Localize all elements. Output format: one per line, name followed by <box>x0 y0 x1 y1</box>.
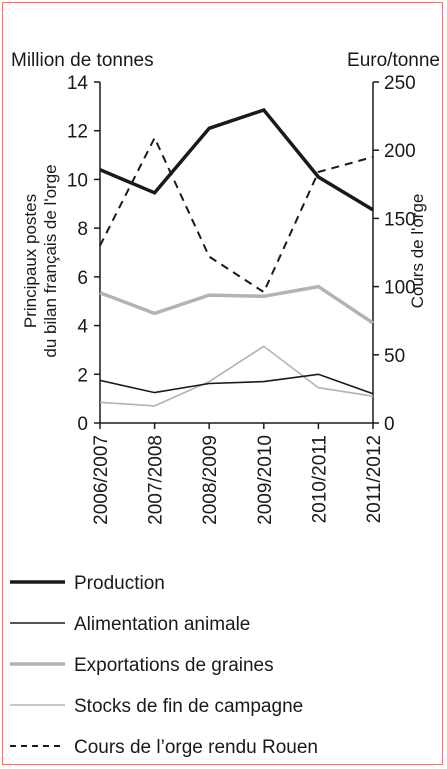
left-axis-title-line-1: Principaux postes <box>21 194 40 328</box>
x-tick-label: 2009/2010 <box>255 435 276 525</box>
plot-area <box>99 107 374 407</box>
right-tick-label: 100 <box>384 278 416 299</box>
left-axis-unit: Million de tonnes <box>11 50 154 71</box>
right-axis-unit: Euro/tonne <box>347 50 440 71</box>
series-line-stocks-de-fin-de-campagne <box>99 345 374 407</box>
legend-label-exportations-de-graines: Exportations de graines <box>74 655 274 676</box>
legend-label-cours-de-l-orge-rendu-rouen: Cours de l’orge rendu Rouen <box>74 737 318 758</box>
legend-label-stocks-de-fin-de-campagne: Stocks de fin de campagne <box>74 696 303 717</box>
left-tick-label: 0 <box>77 414 88 435</box>
left-tick-label: 14 <box>67 73 89 94</box>
legend: Production Alimentation animale Exportatio… <box>10 573 318 758</box>
left-tick-label: 6 <box>77 268 88 289</box>
left-tick-label: 4 <box>77 317 88 338</box>
series-line-exportations-de-graines <box>99 284 374 325</box>
series-line-alimentation-animale <box>99 373 374 395</box>
right-tick-label: 200 <box>384 141 416 162</box>
x-tick-label: 2010/2011 <box>309 435 330 523</box>
right-axis-title: Cours de l'orge <box>408 194 427 309</box>
axes: 0 2 4 6 8 10 12 14 0 50 100 150 200 250 2006/2007 2007/… <box>67 73 416 525</box>
left-tick-label: 12 <box>67 122 88 143</box>
left-tick-label: 10 <box>67 170 88 191</box>
right-tick-label: 50 <box>384 346 405 367</box>
right-tick-label: 150 <box>384 209 416 230</box>
legend-label-production: Production <box>74 573 165 594</box>
left-axis-title-line-2: du bilan français de l'orge <box>41 164 60 357</box>
right-tick-label: 0 <box>384 414 395 435</box>
right-tick-label: 250 <box>384 73 416 94</box>
chart-frame: Million de tonnes Euro/tonne Principaux … <box>2 2 443 765</box>
left-tick-label: 8 <box>77 219 88 240</box>
series-line-cours-de-l-orge-rendu-rouen <box>99 135 374 294</box>
series-line-production <box>99 107 374 212</box>
line-chart: Million de tonnes Euro/tonne Principaux … <box>10 50 440 758</box>
x-tick-label: 2011/2012 <box>364 435 385 523</box>
left-axis-title: Principaux postes du bilan français de l… <box>21 164 60 357</box>
x-tick-label: 2008/2009 <box>200 435 221 525</box>
x-tick-label: 2007/2008 <box>146 435 167 525</box>
left-tick-label: 2 <box>77 365 88 386</box>
x-tick-label: 2006/2007 <box>91 435 112 525</box>
legend-label-alimentation-animale: Alimentation animale <box>74 614 250 635</box>
